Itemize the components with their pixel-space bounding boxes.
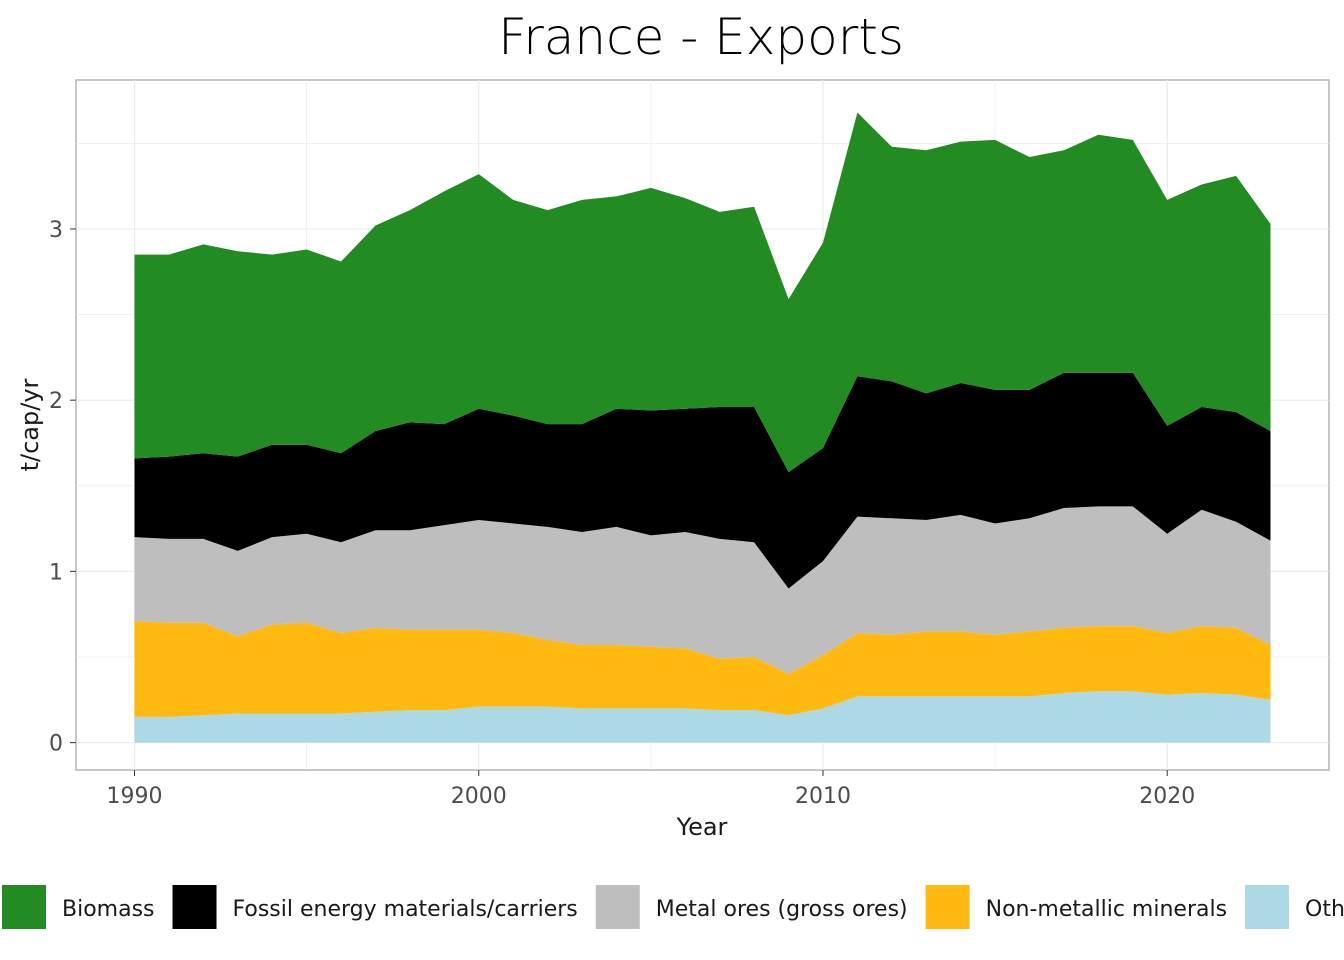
legend-key-fossil-energy-materials-carriers	[172, 885, 217, 929]
area-other-products	[134, 691, 1271, 743]
x-tick-label: 2010	[795, 784, 851, 809]
x-axis-ticks: 1990 2000 2010 2020	[107, 770, 1195, 809]
y-axis-ticks: 0 1 2 3	[49, 218, 76, 757]
area-non-metallic-minerals	[134, 621, 1271, 717]
y-tick-label: 3	[49, 218, 63, 243]
area-fossil-energy-materials-carriers	[134, 372, 1271, 589]
legend-key-metal-ores-gross-ores	[595, 885, 640, 929]
legend-label-metal-ores-gross-ores: Metal ores (gross ores)	[656, 897, 908, 922]
legend-label-other-products: Other products	[1305, 897, 1344, 922]
y-tick-label: 2	[49, 389, 63, 414]
legend-key-biomass	[2, 885, 46, 929]
area-biomass	[134, 112, 1271, 473]
stacked-areas	[134, 112, 1271, 743]
area-metal-ores-gross-ores	[134, 506, 1271, 675]
chart-title: France - Exports	[498, 8, 904, 66]
x-tick-label: 2020	[1139, 784, 1195, 809]
x-tick-label: 2000	[451, 784, 507, 809]
y-tick-label: 0	[49, 732, 63, 757]
legend: Biomass Fossil energy materials/carriers M…	[2, 885, 1344, 929]
y-axis-title: t/cap/yr	[16, 378, 44, 471]
legend-label-fossil-energy-materials-carriers: Fossil energy materials/carriers	[233, 897, 578, 922]
legend-label-biomass: Biomass	[62, 897, 155, 922]
legend-key-non-metallic-minerals	[925, 885, 970, 929]
x-axis-title: Year	[676, 813, 728, 841]
y-tick-label: 1	[49, 560, 63, 585]
legend-label-non-metallic-minerals: Non-metallic minerals	[986, 897, 1227, 922]
legend-key-other-products	[1245, 885, 1290, 929]
x-tick-label: 1990	[107, 784, 163, 809]
